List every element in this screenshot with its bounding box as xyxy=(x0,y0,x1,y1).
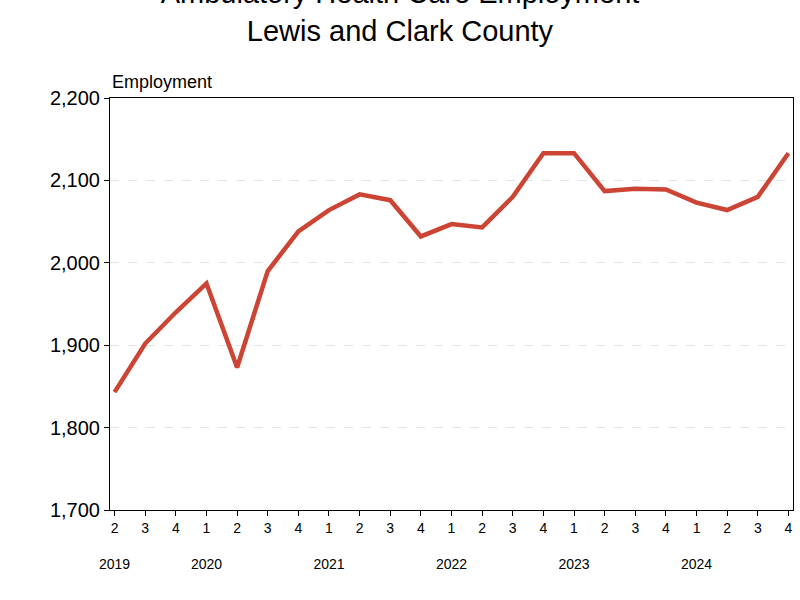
svg-text:4: 4 xyxy=(539,520,547,536)
svg-text:1,700: 1,700 xyxy=(50,499,100,521)
svg-text:2: 2 xyxy=(233,520,241,536)
svg-text:22019: 22019 xyxy=(99,520,130,572)
svg-text:2: 2 xyxy=(723,520,731,536)
svg-text:2,200: 2,200 xyxy=(50,87,100,109)
svg-text:3: 3 xyxy=(264,520,272,536)
svg-text:2: 2 xyxy=(478,520,486,536)
svg-text:4: 4 xyxy=(294,520,302,536)
svg-text:1,800: 1,800 xyxy=(50,417,100,439)
svg-text:12020: 12020 xyxy=(191,520,222,572)
svg-text:12021: 12021 xyxy=(313,520,344,572)
svg-text:3: 3 xyxy=(141,520,149,536)
svg-text:2,100: 2,100 xyxy=(50,169,100,191)
svg-text:Employment: Employment xyxy=(112,72,212,92)
svg-text:2: 2 xyxy=(601,520,609,536)
svg-text:3: 3 xyxy=(754,520,762,536)
svg-text:1,900: 1,900 xyxy=(50,334,100,356)
svg-text:3: 3 xyxy=(386,520,394,536)
svg-text:2,000: 2,000 xyxy=(50,252,100,274)
svg-text:3: 3 xyxy=(631,520,639,536)
svg-text:Ambulatory Health Care Employm: Ambulatory Health Care EmploymentLewis a… xyxy=(161,0,640,47)
svg-text:4: 4 xyxy=(172,520,180,536)
svg-text:12024: 12024 xyxy=(681,520,712,572)
svg-text:3: 3 xyxy=(509,520,517,536)
svg-text:2: 2 xyxy=(356,520,364,536)
svg-text:4: 4 xyxy=(785,520,793,536)
svg-text:4: 4 xyxy=(417,520,425,536)
svg-text:12023: 12023 xyxy=(558,520,589,572)
svg-text:12022: 12022 xyxy=(436,520,467,572)
svg-text:4: 4 xyxy=(662,520,670,536)
